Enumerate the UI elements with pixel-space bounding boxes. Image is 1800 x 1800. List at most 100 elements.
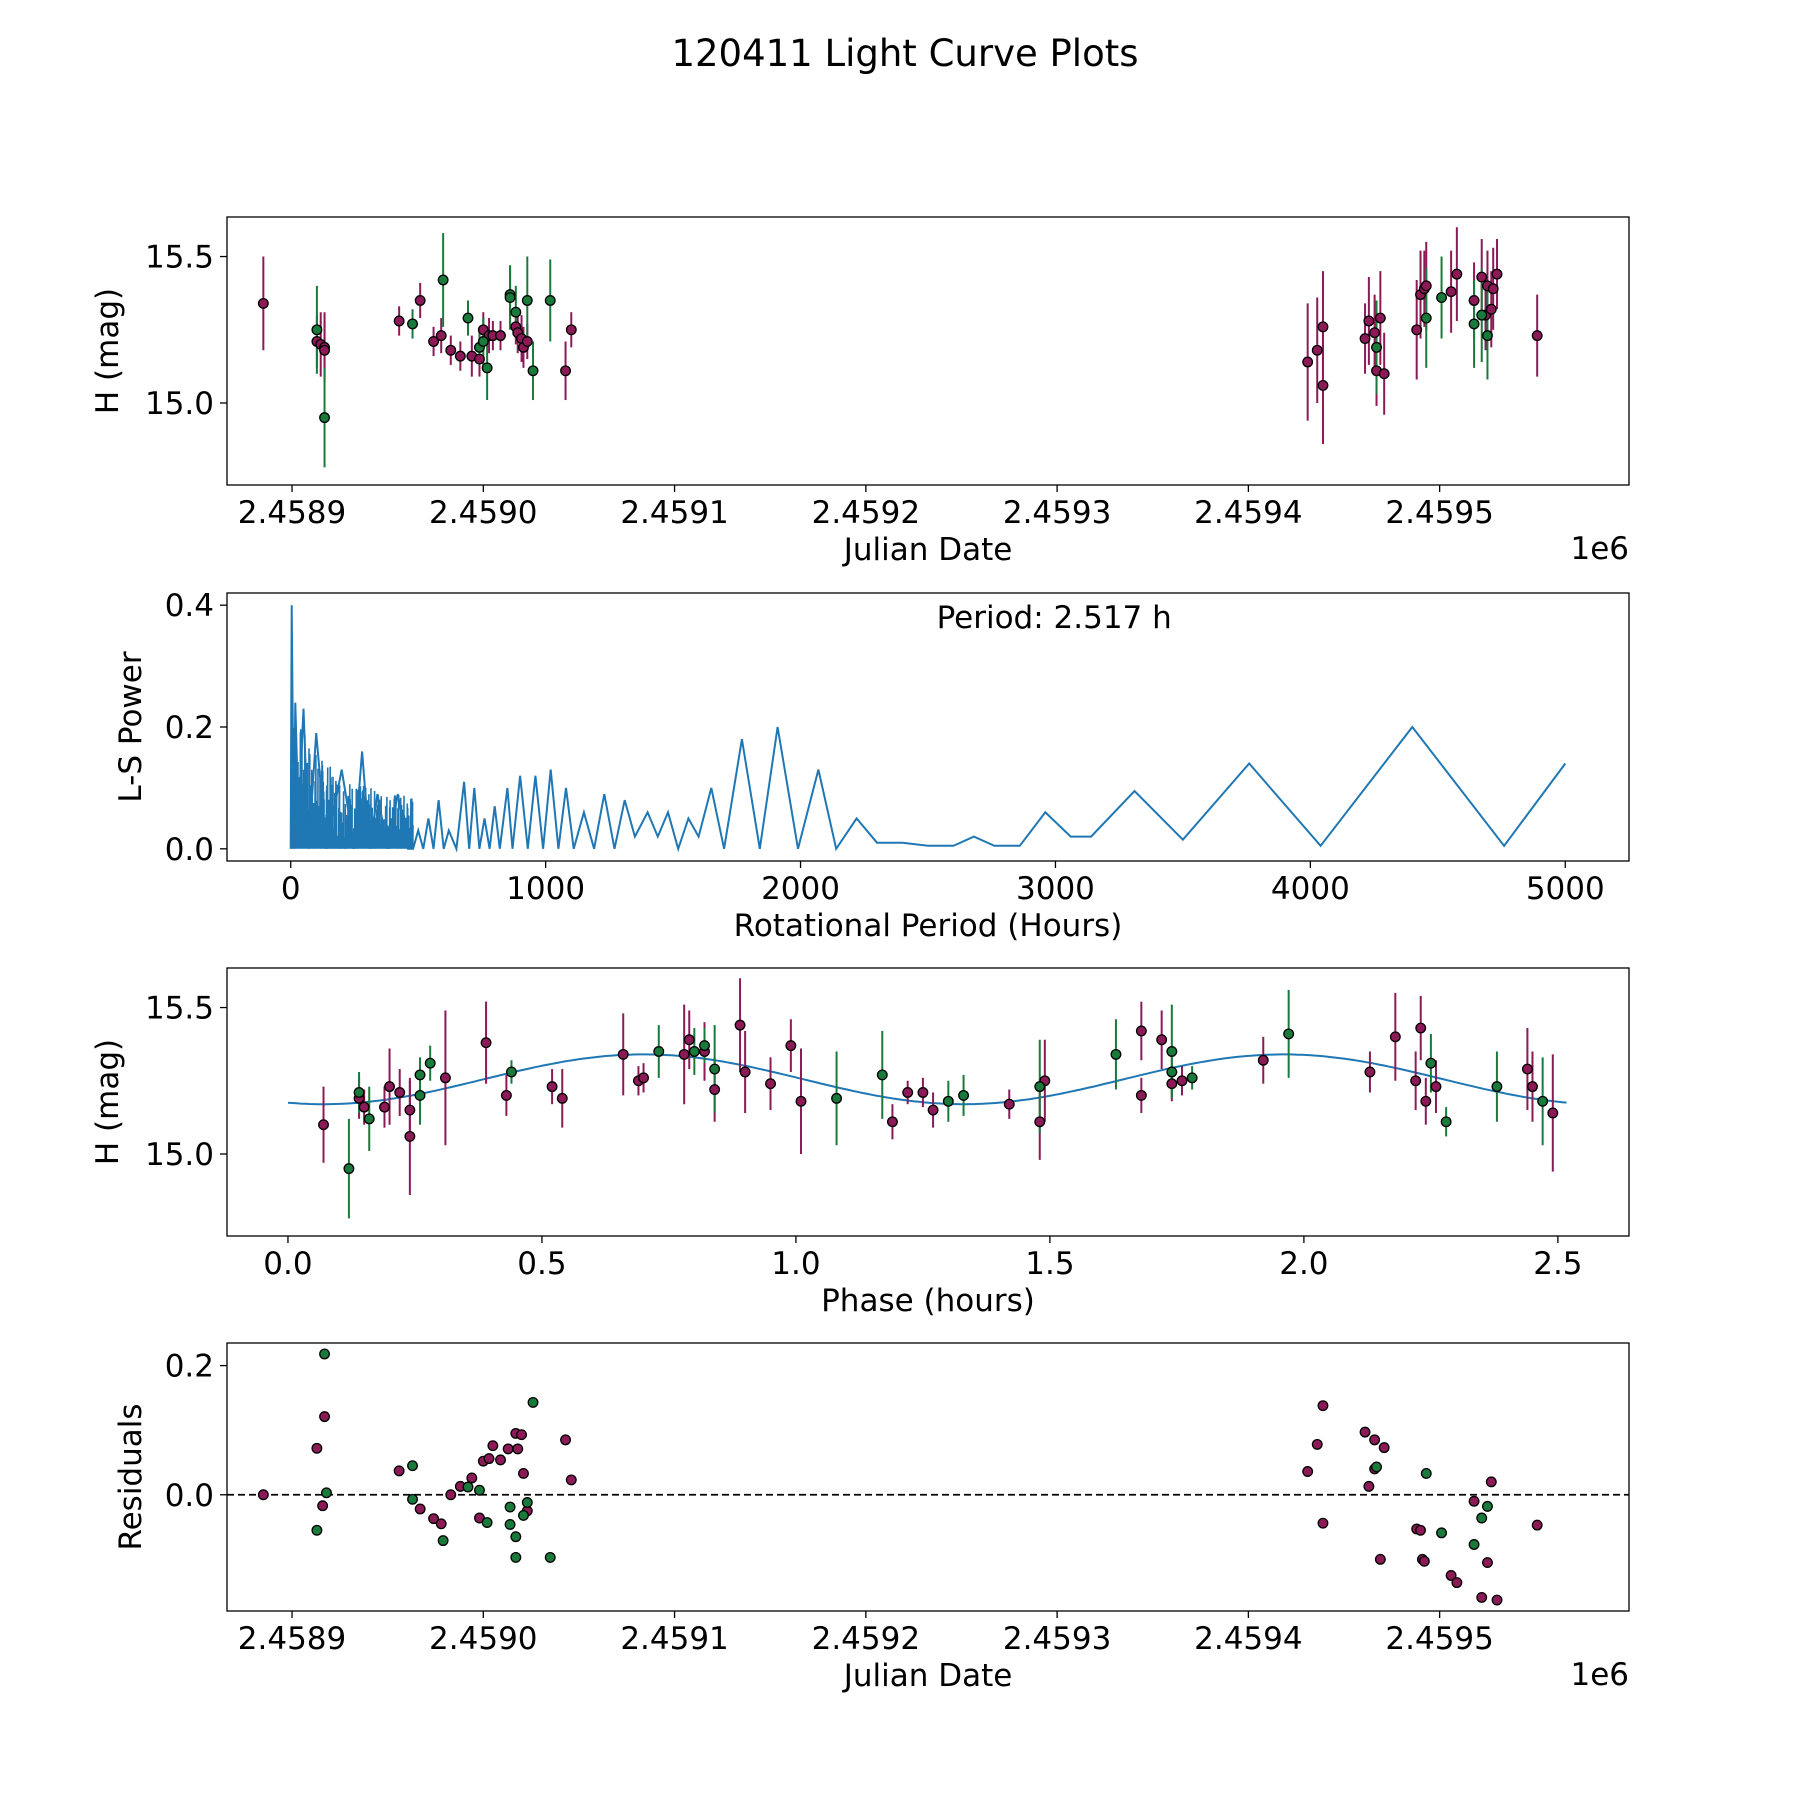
y-tick-label: 15.5 — [145, 240, 214, 276]
band2-data-point — [321, 1487, 332, 1499]
x-tick-label: 2000 — [761, 871, 840, 907]
band1-data-point — [257, 1489, 269, 1501]
band2-data-point — [424, 1057, 436, 1069]
band1-data-point — [521, 336, 533, 347]
band1-data-point — [683, 1034, 695, 1046]
residuals-plot-area — [227, 1348, 1629, 1606]
x-offset-label: 1e6 — [1570, 1657, 1629, 1693]
band1-data-point — [1491, 268, 1503, 280]
y-tick-label: 15.0 — [145, 386, 214, 422]
y-tick-label: 15.0 — [145, 1137, 214, 1173]
band2-data-point — [477, 336, 489, 347]
x-tick-label: 2.4595 — [1385, 495, 1493, 531]
band2-data-point — [1166, 1046, 1178, 1057]
band2-data-point — [699, 1040, 710, 1052]
band2-data-point — [1425, 1057, 1437, 1069]
band2-data-point — [319, 412, 330, 424]
band2-data-point — [1468, 318, 1480, 330]
band1-data-point — [1302, 1466, 1314, 1477]
band1-data-point — [495, 1454, 506, 1466]
x-axis-label: Phase (hours) — [821, 1283, 1035, 1319]
band1-data-point — [1317, 1400, 1329, 1412]
y-axis-label: L-S Power — [113, 651, 149, 802]
phased-plot-area — [287, 978, 1567, 1219]
band1-data-point — [902, 1087, 914, 1098]
x-tick-label: 2.4594 — [1194, 1621, 1302, 1657]
band2-data-point — [1371, 341, 1382, 353]
band2-data-point — [437, 274, 449, 286]
band2-data-point — [343, 1163, 355, 1175]
band1-data-point — [516, 1429, 528, 1441]
figure-title: 120411 Light Curve Plots — [671, 32, 1138, 75]
band1-data-point — [1411, 324, 1423, 336]
y-tick-label: 0.4 — [165, 588, 214, 624]
x-tick-label: 2.4589 — [238, 1621, 346, 1657]
band1-data-point — [765, 1078, 776, 1090]
band1-data-point — [1378, 368, 1390, 380]
band1-data-point — [1420, 1095, 1432, 1107]
band1-data-point — [1487, 283, 1499, 295]
x-tick-label: 2.4595 — [1385, 1621, 1493, 1657]
band1-data-point — [1415, 1022, 1427, 1034]
band1-data-point — [1527, 1081, 1538, 1093]
band2-data-point — [527, 1396, 539, 1408]
band1-data-point — [1451, 1577, 1463, 1589]
band2-data-point — [319, 1348, 330, 1360]
band1-data-point — [1374, 1553, 1386, 1565]
band1-data-point — [1317, 321, 1329, 333]
band1-data-point — [560, 365, 571, 377]
band2-data-point — [311, 1524, 323, 1536]
x-tick-label: 2.4590 — [429, 495, 537, 531]
band1-data-point — [358, 1101, 370, 1113]
band1-data-point — [1485, 1476, 1497, 1488]
band2-data-point — [709, 1063, 721, 1075]
band2-data-point — [437, 1535, 449, 1547]
band1-data-point — [1374, 312, 1386, 324]
band2-data-point — [506, 1066, 517, 1078]
x-tick-label: 2.4593 — [1003, 1621, 1111, 1657]
band1-data-point — [1369, 1434, 1381, 1446]
band1-data-point — [393, 315, 405, 327]
band1-data-point — [379, 1101, 390, 1113]
band1-data-point — [454, 350, 466, 362]
band1-data-point — [917, 1087, 929, 1098]
y-tick-label: 0.2 — [165, 710, 214, 746]
band1-data-point — [439, 1072, 451, 1084]
lightcurve-panel: 2.4589 2.4590 2.4591 2.4592 2.4593 2.4594 2.45… — [90, 216, 1630, 568]
band2-data-point — [1476, 1512, 1488, 1524]
band1-data-point — [546, 1081, 558, 1093]
band2-data-point — [1468, 1539, 1480, 1550]
band2-data-point — [1537, 1095, 1549, 1107]
band1-data-point — [1369, 327, 1381, 339]
band2-data-point — [363, 1113, 375, 1125]
band2-data-point — [518, 1509, 529, 1521]
band2-data-point — [1482, 1500, 1493, 1512]
band1-data-point — [1445, 286, 1457, 298]
y-tick-label: 0.2 — [165, 1349, 214, 1385]
band1-data-point — [565, 1474, 577, 1486]
band1-data-point — [1359, 1426, 1371, 1438]
band1-data-point — [414, 295, 426, 306]
band2-data-point — [407, 318, 418, 330]
band1-data-point — [445, 344, 457, 356]
lightcurve-axes-frame — [226, 216, 1630, 486]
y-tick-label: 0.0 — [165, 1478, 214, 1514]
band1-data-point — [414, 1503, 426, 1515]
x-tick-label: 5000 — [1526, 871, 1605, 907]
band1-data-point — [466, 1472, 478, 1484]
x-tick-label: 0.0 — [263, 1246, 312, 1282]
band2-data-point — [653, 1046, 665, 1057]
x-tick-label: 1.5 — [1025, 1246, 1074, 1282]
band2-data-point — [1436, 1527, 1448, 1539]
band2-data-point — [481, 1517, 493, 1528]
periodogram-panel: 0 1000 2000 3000 4000 5000 0.0 0.2 0.4 Rotational… — [113, 588, 1630, 944]
fit-curve — [287, 1053, 1567, 1106]
band1-data-point — [1363, 315, 1375, 327]
x-axis-label: Julian Date — [842, 1658, 1013, 1694]
x-tick-label: 2.4592 — [812, 1621, 920, 1657]
band2-data-point — [1436, 292, 1448, 303]
band1-data-point — [404, 1104, 416, 1116]
band2-data-point — [1110, 1048, 1122, 1060]
band2-data-point — [688, 1046, 700, 1057]
band2-data-point — [1476, 309, 1488, 321]
